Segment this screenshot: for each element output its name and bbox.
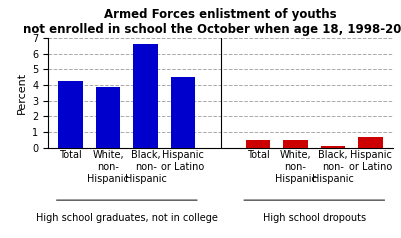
Title: Armed Forces enlistment of youths
not enrolled in school the October when age 18: Armed Forces enlistment of youths not en… xyxy=(23,8,401,35)
Bar xyxy=(358,137,383,148)
Text: High school dropouts: High school dropouts xyxy=(263,213,366,223)
Bar xyxy=(246,140,270,148)
Bar xyxy=(134,44,158,148)
Bar xyxy=(171,77,195,148)
Bar xyxy=(59,81,83,148)
Bar xyxy=(284,140,308,148)
Bar xyxy=(96,87,120,148)
Text: High school graduates, not in college: High school graduates, not in college xyxy=(36,213,218,223)
Y-axis label: Percent: Percent xyxy=(16,72,26,114)
Bar xyxy=(321,146,345,148)
